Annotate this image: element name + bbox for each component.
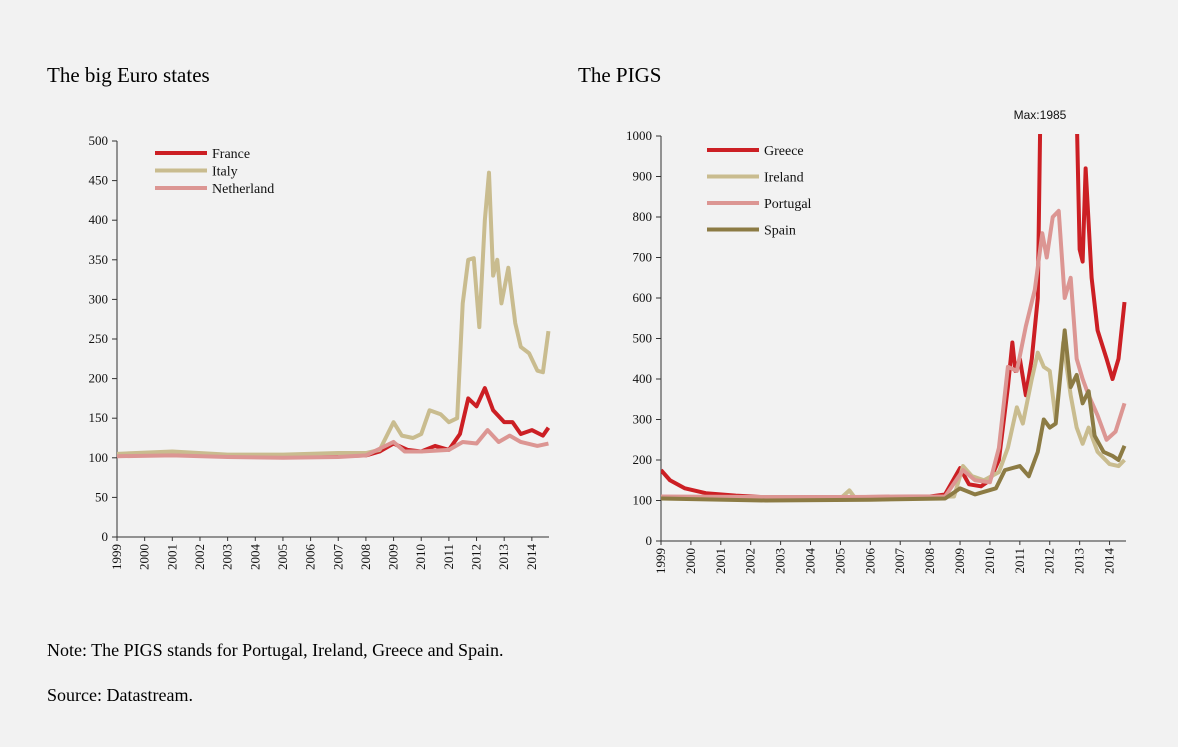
x-tick-label: 2001 — [164, 544, 179, 570]
x-tick-label: 2000 — [683, 548, 698, 574]
x-tick-label: 2014 — [1102, 548, 1117, 575]
x-tick-label: 2013 — [496, 544, 511, 570]
y-tick-label: 700 — [633, 250, 653, 265]
legend-label: Italy — [212, 165, 238, 180]
y-tick-label: 450 — [89, 173, 109, 188]
x-tick-label: 2003 — [220, 544, 235, 570]
x-tick-label: 2002 — [192, 544, 207, 570]
x-tick-label: 2001 — [713, 548, 728, 574]
legend-label: Netherland — [212, 182, 274, 197]
x-tick-label: 2008 — [922, 548, 937, 574]
y-tick-label: 500 — [89, 133, 109, 148]
x-tick-label: 1999 — [653, 548, 668, 574]
source: Source: Datastream. — [47, 685, 193, 705]
y-tick-label: 400 — [89, 212, 109, 227]
y-tick-label: 400 — [633, 371, 653, 386]
x-tick-label: 2009 — [952, 548, 967, 574]
series-line — [661, 208, 1127, 500]
y-tick-label: 350 — [89, 252, 109, 267]
legend-label: Greece — [764, 144, 804, 159]
y-tick-label: 200 — [633, 452, 653, 467]
y-tick-label: 200 — [89, 371, 109, 386]
x-tick-label: 2010 — [413, 544, 428, 570]
x-tick-label: 2011 — [1012, 548, 1027, 574]
y-tick-label: 150 — [89, 410, 109, 425]
x-tick-label: 2013 — [1072, 548, 1087, 574]
series-line — [661, 328, 1127, 503]
x-tick-label: 2004 — [247, 544, 262, 571]
y-tick-label: 1000 — [626, 128, 652, 143]
y-tick-label: 300 — [633, 412, 653, 427]
annotation: Max:1985 — [1014, 108, 1067, 122]
x-tick-label: 2000 — [137, 544, 152, 570]
chart-title: The big Euro states — [47, 63, 210, 87]
x-tick-label: 2003 — [773, 548, 788, 574]
x-tick-label: 2012 — [469, 544, 484, 570]
series-line — [117, 386, 551, 460]
legend-label: Portugal — [764, 197, 812, 212]
chart-title: The PIGS — [578, 63, 661, 87]
y-tick-label: 0 — [646, 533, 653, 548]
y-tick-label: 100 — [633, 493, 653, 508]
y-tick-label: 100 — [89, 450, 109, 465]
x-tick-label: 2011 — [441, 544, 456, 570]
y-tick-label: 900 — [633, 169, 653, 184]
x-tick-label: 2006 — [303, 544, 318, 571]
x-tick-label: 2005 — [275, 544, 290, 570]
x-tick-label: 2007 — [892, 548, 907, 575]
x-tick-label: 2012 — [1042, 548, 1057, 574]
legend-label: France — [212, 147, 250, 162]
y-tick-label: 500 — [633, 331, 653, 346]
y-tick-label: 250 — [89, 331, 109, 346]
x-tick-label: 2007 — [330, 544, 345, 571]
x-tick-label: 2009 — [386, 544, 401, 570]
y-tick-label: 800 — [633, 209, 653, 224]
legend-label: Ireland — [764, 171, 804, 186]
series-line — [117, 170, 551, 457]
x-tick-label: 2010 — [982, 548, 997, 574]
y-tick-label: 300 — [89, 291, 109, 306]
x-tick-label: 2005 — [832, 548, 847, 574]
y-tick-label: 50 — [95, 489, 108, 504]
series-line — [117, 428, 549, 460]
y-tick-label: 600 — [633, 290, 653, 305]
x-tick-label: 2014 — [524, 544, 539, 571]
x-tick-label: 2004 — [803, 548, 818, 575]
x-tick-label: 2002 — [743, 548, 758, 574]
x-tick-label: 2008 — [358, 544, 373, 570]
x-tick-label: 2006 — [862, 548, 877, 575]
x-tick-label: 1999 — [109, 544, 124, 570]
legend-label: Spain — [764, 224, 796, 239]
note: Note: The PIGS stands for Portugal, Irel… — [47, 640, 504, 660]
y-tick-label: 0 — [102, 529, 109, 544]
